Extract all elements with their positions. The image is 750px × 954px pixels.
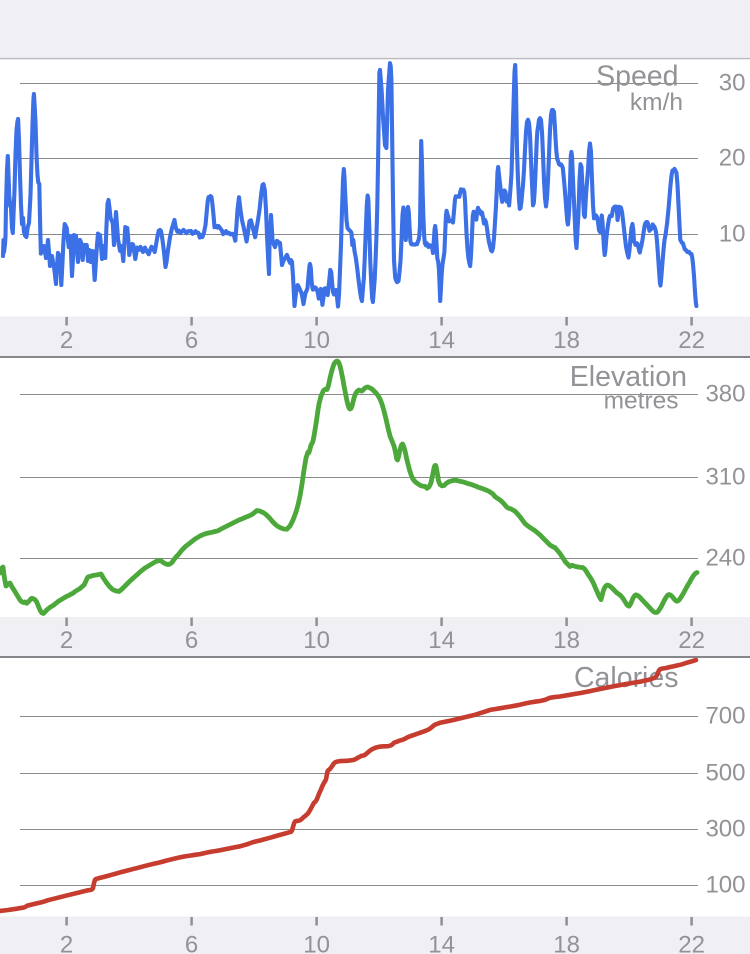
svg-text:100: 100 <box>705 871 745 898</box>
svg-text:2: 2 <box>60 932 73 954</box>
svg-text:Speed: Speed <box>596 61 678 93</box>
svg-text:20: 20 <box>719 144 746 171</box>
svg-text:10: 10 <box>303 932 330 954</box>
svg-text:Elevation: Elevation <box>570 361 687 393</box>
svg-text:10: 10 <box>719 220 746 247</box>
svg-text:30: 30 <box>719 69 746 96</box>
svg-text:700: 700 <box>705 702 745 729</box>
svg-text:240: 240 <box>705 544 745 571</box>
svg-text:6: 6 <box>185 932 198 954</box>
svg-text:380: 380 <box>705 380 745 407</box>
svg-text:310: 310 <box>705 463 745 490</box>
svg-text:14: 14 <box>428 627 455 654</box>
svg-text:22: 22 <box>678 327 705 354</box>
svg-text:6: 6 <box>185 327 198 354</box>
svg-text:metres: metres <box>604 388 679 415</box>
svg-text:km/h: km/h <box>630 89 683 116</box>
svg-text:2: 2 <box>60 327 73 354</box>
svg-text:18: 18 <box>553 627 580 654</box>
svg-text:14: 14 <box>428 327 455 354</box>
svg-text:18: 18 <box>553 932 580 954</box>
svg-text:14: 14 <box>428 932 455 954</box>
svg-text:18: 18 <box>553 327 580 354</box>
svg-text:500: 500 <box>705 759 745 786</box>
svg-text:10: 10 <box>303 627 330 654</box>
svg-text:10: 10 <box>303 327 330 354</box>
svg-text:22: 22 <box>678 932 705 954</box>
svg-text:300: 300 <box>705 815 745 842</box>
svg-text:22: 22 <box>678 627 705 654</box>
svg-text:2: 2 <box>60 627 73 654</box>
svg-text:6: 6 <box>185 627 198 654</box>
